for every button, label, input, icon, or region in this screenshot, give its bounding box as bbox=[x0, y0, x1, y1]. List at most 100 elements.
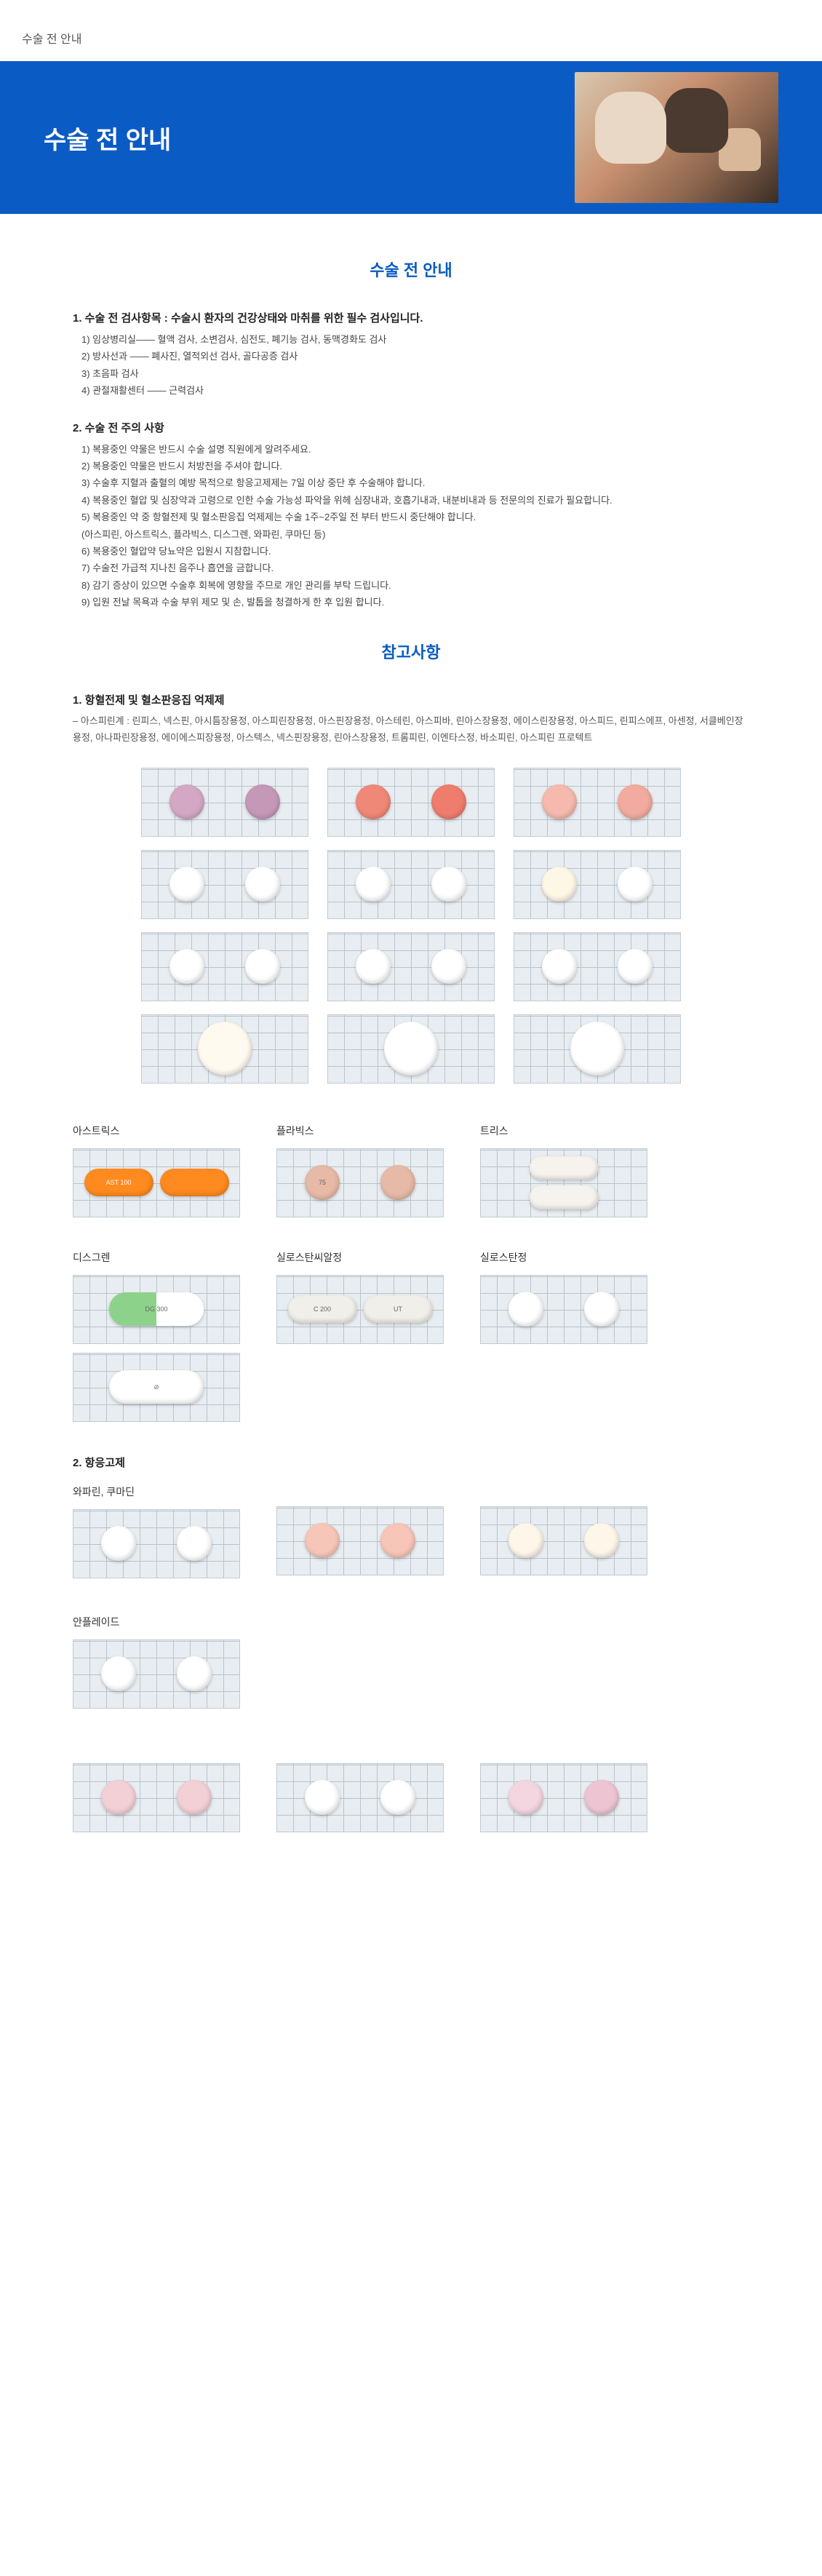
pill bbox=[305, 1523, 340, 1558]
pill bbox=[508, 1523, 543, 1558]
pill bbox=[356, 949, 391, 984]
pill-card: DG 300 bbox=[73, 1275, 240, 1344]
pill bbox=[570, 1022, 624, 1076]
pill bbox=[584, 1780, 619, 1815]
pill-label: 75 bbox=[319, 1179, 326, 1186]
pill-card bbox=[480, 1148, 647, 1217]
pill-label: ⊘ bbox=[153, 1383, 159, 1391]
list-item: 1) 복용중인 약물은 반드시 수술 설명 직원에게 알려주세요. bbox=[81, 441, 749, 458]
named-column: 플라빅스 75 bbox=[276, 1124, 444, 1217]
pill: UT bbox=[364, 1295, 433, 1323]
pill bbox=[431, 784, 466, 819]
pill-label: DG 300 bbox=[145, 1305, 167, 1313]
named-column: 실로스탄씨알정C 200UT bbox=[276, 1250, 444, 1422]
section-b-title: 참고사항 bbox=[73, 640, 749, 663]
pill-group-label: 플라빅스 bbox=[276, 1124, 444, 1138]
pill-card bbox=[73, 1509, 240, 1578]
breadcrumb: 수술 전 안내 bbox=[0, 0, 822, 61]
group-a-list: 1) 임상병리실—— 혈액 검사, 소변검사, 심전도, 폐기능 검사, 동맥경… bbox=[81, 331, 749, 399]
group-b-heading: 2. 수술 전 주의 사항 bbox=[73, 420, 749, 435]
list-item: (아스피린, 아스트릭스, 플라빅스, 디스그렌, 와파린, 쿠마딘 등) bbox=[81, 526, 749, 543]
named-column: 디스그렌DG 300⊘ bbox=[73, 1250, 240, 1422]
pill: AST 100 bbox=[84, 1169, 153, 1196]
named-column bbox=[480, 1741, 647, 1832]
pill bbox=[380, 1165, 415, 1200]
list-item: 3) 수술후 지혈과 출혈의 예방 목적으로 항응고제제는 7일 이상 중단 후… bbox=[81, 474, 749, 491]
list-item: 2) 방사선과 —— 폐사진, 열적외선 검사, 골다공증 검사 bbox=[81, 348, 749, 365]
pill-group-label bbox=[73, 1741, 240, 1753]
named-column bbox=[480, 1484, 647, 1578]
list-item: 4) 복용중인 혈압 및 심장약과 고령으로 인한 수술 가능성 파악을 위헤 … bbox=[81, 492, 749, 509]
named-column: 와파린, 쿠마딘 bbox=[73, 1484, 240, 1578]
pill bbox=[431, 949, 466, 984]
pill bbox=[380, 1780, 415, 1815]
pill-card bbox=[141, 1014, 308, 1084]
pill bbox=[431, 867, 466, 902]
pill bbox=[542, 784, 577, 819]
list-item: 6) 복용중인 혈압약 당뇨약은 입원시 지참합니다. bbox=[81, 543, 749, 560]
named-column: 아스트릭스 AST 100 bbox=[73, 1124, 240, 1217]
named-row-1: 아스트릭스AST 100플라빅스75트리스 bbox=[73, 1124, 749, 1217]
named-column bbox=[73, 1741, 240, 1832]
pill: DG 300 bbox=[109, 1292, 204, 1326]
pill-grid-1 bbox=[120, 768, 702, 1084]
pill bbox=[245, 949, 280, 984]
pill bbox=[530, 1156, 599, 1180]
list-item: 8) 감기 증상이 있으면 수술후 회복에 영향을 주므로 개인 관리를 부탁 … bbox=[81, 577, 749, 594]
pill-card bbox=[276, 1506, 444, 1575]
pill-card bbox=[327, 932, 495, 1001]
pill-group-label: 와파린, 쿠마딘 bbox=[73, 1484, 240, 1499]
pill-card: C 200UT bbox=[276, 1275, 444, 1344]
anti-heading: 1. 항혈전제 및 혈소판응집 억제제 bbox=[73, 692, 749, 707]
pill-card bbox=[514, 850, 681, 919]
pill bbox=[198, 1022, 252, 1076]
pill-card bbox=[141, 768, 308, 837]
pill-card bbox=[327, 768, 495, 837]
pill bbox=[245, 867, 280, 902]
pill-label: UT bbox=[394, 1305, 402, 1313]
pill bbox=[530, 1185, 599, 1209]
named-column bbox=[276, 1741, 444, 1832]
anti-note: – 아스피린계 : 린피스, 넥스핀, 아시틈장용정, 아스피린장용정, 아스핀… bbox=[73, 713, 749, 745]
list-item: 7) 수술전 가급적 지나친 음주나 흡연을 금합니다. bbox=[81, 560, 749, 576]
pill bbox=[508, 1780, 543, 1815]
pill-group-label bbox=[276, 1484, 444, 1496]
named-column: 실로스탄정 bbox=[480, 1250, 647, 1422]
pill-group-label bbox=[480, 1741, 647, 1753]
pill bbox=[101, 1656, 136, 1691]
list-item: 2) 복용중인 약물은 반드시 처방전을 주셔야 합니다. bbox=[81, 458, 749, 474]
pill bbox=[618, 867, 653, 902]
pill bbox=[169, 949, 204, 984]
list-item: 9) 입원 전날 목욕과 수술 부위 제모 및 손, 발톱을 청결하게 한 후 … bbox=[81, 594, 749, 611]
list-item: 3) 초음파 검사 bbox=[81, 365, 749, 382]
main-content: 수술 전 안내 1. 수술 전 검사항목 : 수술시 환자의 건강상태와 마취를… bbox=[0, 258, 822, 1923]
page-root: 수술 전 안내 수술 전 안내 수술 전 안내 1. 수술 전 검사항목 : 수… bbox=[0, 0, 822, 1923]
pill-group-label: 실로스탄정 bbox=[480, 1250, 647, 1265]
pill bbox=[542, 949, 577, 984]
pill bbox=[305, 1780, 340, 1815]
sec2-heading: 2. 항응고제 bbox=[73, 1455, 749, 1470]
pill bbox=[584, 1523, 619, 1558]
pill bbox=[584, 1292, 619, 1327]
list-item: 1) 임상병리실—— 혈액 검사, 소변검사, 심전도, 폐기능 검사, 동맥경… bbox=[81, 331, 749, 348]
pill bbox=[177, 1526, 212, 1561]
pill bbox=[508, 1292, 543, 1327]
pill bbox=[169, 867, 204, 902]
pill: 75 bbox=[305, 1165, 340, 1200]
pill bbox=[169, 784, 204, 819]
pill-card bbox=[73, 1763, 240, 1832]
pill-group-label: 아스트릭스 bbox=[73, 1124, 240, 1138]
pill-card bbox=[480, 1275, 647, 1344]
pill-group-label bbox=[480, 1484, 647, 1496]
pill-card bbox=[480, 1506, 647, 1575]
pill-card bbox=[276, 1763, 444, 1832]
pill bbox=[384, 1022, 438, 1076]
pill bbox=[618, 949, 653, 984]
pill-card: AST 100 bbox=[73, 1148, 240, 1217]
named-row-3: 와파린, 쿠마딘 안플레이드 bbox=[73, 1484, 749, 1709]
named-column bbox=[276, 1484, 444, 1578]
pill bbox=[542, 867, 577, 902]
pill bbox=[177, 1780, 212, 1815]
pill-card bbox=[73, 1639, 240, 1709]
pill-group-label bbox=[276, 1741, 444, 1753]
